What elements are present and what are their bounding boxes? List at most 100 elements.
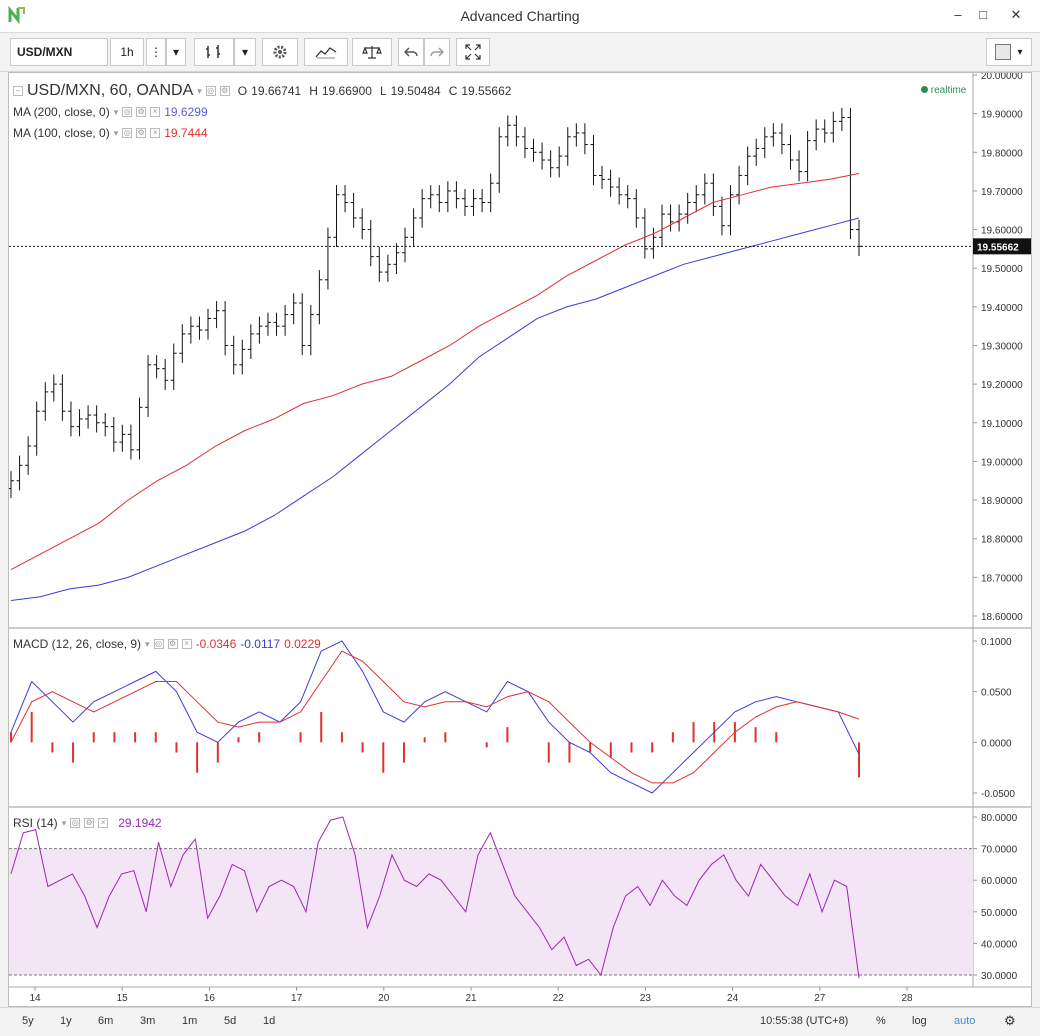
indicators-icon <box>315 47 337 59</box>
ohlc-bar <box>590 134 597 186</box>
range-6m-button[interactable]: 6m <box>98 1015 114 1027</box>
macd-dropdown-icon[interactable]: ▾ <box>145 638 150 649</box>
log-toggle[interactable]: log <box>912 1015 927 1027</box>
more-options-button[interactable]: ⋮ <box>146 38 166 66</box>
collapse-icon[interactable]: − <box>13 86 23 96</box>
interval-button[interactable]: 1h <box>110 38 144 66</box>
ohlc-bar <box>616 177 623 205</box>
macd-label: MACD (12, 26, close, 9) <box>13 637 142 651</box>
ohlc-bar <box>624 185 631 209</box>
settings-button[interactable] <box>262 38 298 66</box>
ma200-dropdown-icon[interactable]: ▾ <box>113 106 119 117</box>
ma200-line <box>10 217 860 601</box>
bar-style-dropdown-icon[interactable]: ▾ <box>234 38 256 66</box>
price-axis-label: 18.80000 <box>981 535 1023 546</box>
window-title: Advanced Charting <box>460 8 580 24</box>
minimize-icon[interactable]: – <box>954 7 962 22</box>
ohlc-bar <box>744 146 751 186</box>
ohlc-bar <box>179 324 186 363</box>
settings-icon[interactable]: ⚙ <box>136 107 147 117</box>
indicators-button[interactable] <box>304 38 348 66</box>
remove-icon[interactable]: × <box>181 639 192 649</box>
ohlc-bar <box>299 293 306 356</box>
price-axis-label: 18.70000 <box>981 573 1023 584</box>
ohlc-bar <box>256 316 263 344</box>
maximize-icon[interactable]: □ <box>979 7 987 22</box>
settings-icon[interactable]: ⚙ <box>84 818 95 828</box>
eye-icon[interactable]: ◎ <box>122 128 133 138</box>
remove-icon[interactable]: × <box>150 128 161 138</box>
gear-icon[interactable]: ⚙ <box>1004 1013 1016 1028</box>
compare-button[interactable] <box>352 38 392 66</box>
ohlc-bar <box>453 181 460 209</box>
main-series-legend: − USD/MXN, 60, OANDA ▾ ◎ ⚙ O 19.66741 H … <box>13 82 511 100</box>
eye-icon[interactable]: ◎ <box>205 86 216 96</box>
rsi-axis-label: 70.0000 <box>981 845 1018 856</box>
auto-toggle[interactable]: auto <box>954 1015 976 1027</box>
price-axis-label: 18.90000 <box>981 496 1023 507</box>
range-1d-button[interactable]: 1d <box>263 1015 276 1027</box>
gear-icon <box>273 45 287 59</box>
interval-dropdown-icon[interactable]: ▾ <box>166 38 186 66</box>
percent-toggle[interactable]: % <box>876 1015 886 1027</box>
ohlc-bar <box>213 301 220 329</box>
range-1y-button[interactable]: 1y <box>60 1015 72 1027</box>
realtime-label: realtime <box>930 85 967 96</box>
symbol-search-input[interactable]: USD/MXN <box>10 38 108 66</box>
ohlc-bar <box>25 436 32 475</box>
ohlc-bar <box>282 304 289 336</box>
eye-icon[interactable]: ◎ <box>153 639 164 649</box>
redo-icon <box>430 47 444 57</box>
ma200-label: MA (200, close, 0) <box>13 105 110 119</box>
price-axis-label: 19.10000 <box>981 419 1023 430</box>
ohlc-bar <box>838 107 845 132</box>
ohlc-bar <box>539 142 546 170</box>
ohlc-bar <box>367 219 374 267</box>
ohlc-bar <box>350 192 357 228</box>
fullscreen-button[interactable] <box>456 38 490 66</box>
ohlc-bar <box>333 185 340 247</box>
ohlc-bar <box>264 312 271 336</box>
redo-button[interactable] <box>424 38 450 66</box>
price-axis-label: 19.30000 <box>981 342 1023 353</box>
ohlc-bar <box>607 169 614 197</box>
close-value: 19.55662 <box>461 84 512 98</box>
settings-icon[interactable]: ⚙ <box>219 86 230 96</box>
macd-line <box>10 640 860 794</box>
bar-style-button[interactable] <box>194 38 234 66</box>
ohlc-bar <box>804 131 811 182</box>
ohlc-bar <box>770 123 777 147</box>
chart-container[interactable]: 19.55662 20.00000 19.90000 19.80000 19.70000… <box>8 72 1032 1007</box>
remove-icon[interactable]: × <box>98 818 109 828</box>
range-5y-button[interactable]: 5y <box>22 1015 34 1027</box>
undo-button[interactable] <box>398 38 424 66</box>
ohlc-bar <box>710 173 717 217</box>
rsi-dropdown-icon[interactable]: ▾ <box>61 817 67 828</box>
ohlc-bar <box>127 424 134 460</box>
range-1m-button[interactable]: 1m <box>182 1015 198 1027</box>
time-axis-label: 24 <box>727 993 739 1004</box>
ohlc-bar <box>641 208 648 259</box>
chart-canvas[interactable]: 19.55662 20.00000 19.90000 19.80000 19.70000… <box>9 73 1031 1006</box>
remove-icon[interactable]: × <box>150 107 161 117</box>
ma100-legend: MA (100, close, 0) ▾ ◎ ⚙ × 19.7444 <box>13 126 208 140</box>
ohlc-bar <box>658 204 665 247</box>
close-icon[interactable]: ✕ <box>1010 7 1022 22</box>
ohlc-bar <box>856 219 862 256</box>
range-5d-button[interactable]: 5d <box>224 1015 237 1027</box>
rsi-axis-label: 60.0000 <box>981 876 1018 887</box>
series-dropdown-icon[interactable]: ▾ <box>197 85 202 96</box>
ohlc-bar <box>16 455 23 491</box>
time-axis-label: 16 <box>204 993 216 1004</box>
eye-icon[interactable]: ◎ <box>70 818 81 828</box>
ohlc-bar <box>427 185 434 209</box>
clock-label[interactable]: 10:55:38 (UTC+8) <box>760 1015 849 1027</box>
layout-button[interactable]: ▾ <box>986 38 1032 66</box>
range-3m-button[interactable]: 3m <box>140 1015 156 1027</box>
ohlc-bar <box>796 150 803 182</box>
ma100-dropdown-icon[interactable]: ▾ <box>113 127 119 138</box>
ohlc-bar <box>76 409 83 437</box>
settings-icon[interactable]: ⚙ <box>167 639 178 649</box>
settings-icon[interactable]: ⚙ <box>136 128 147 138</box>
eye-icon[interactable]: ◎ <box>122 107 133 117</box>
